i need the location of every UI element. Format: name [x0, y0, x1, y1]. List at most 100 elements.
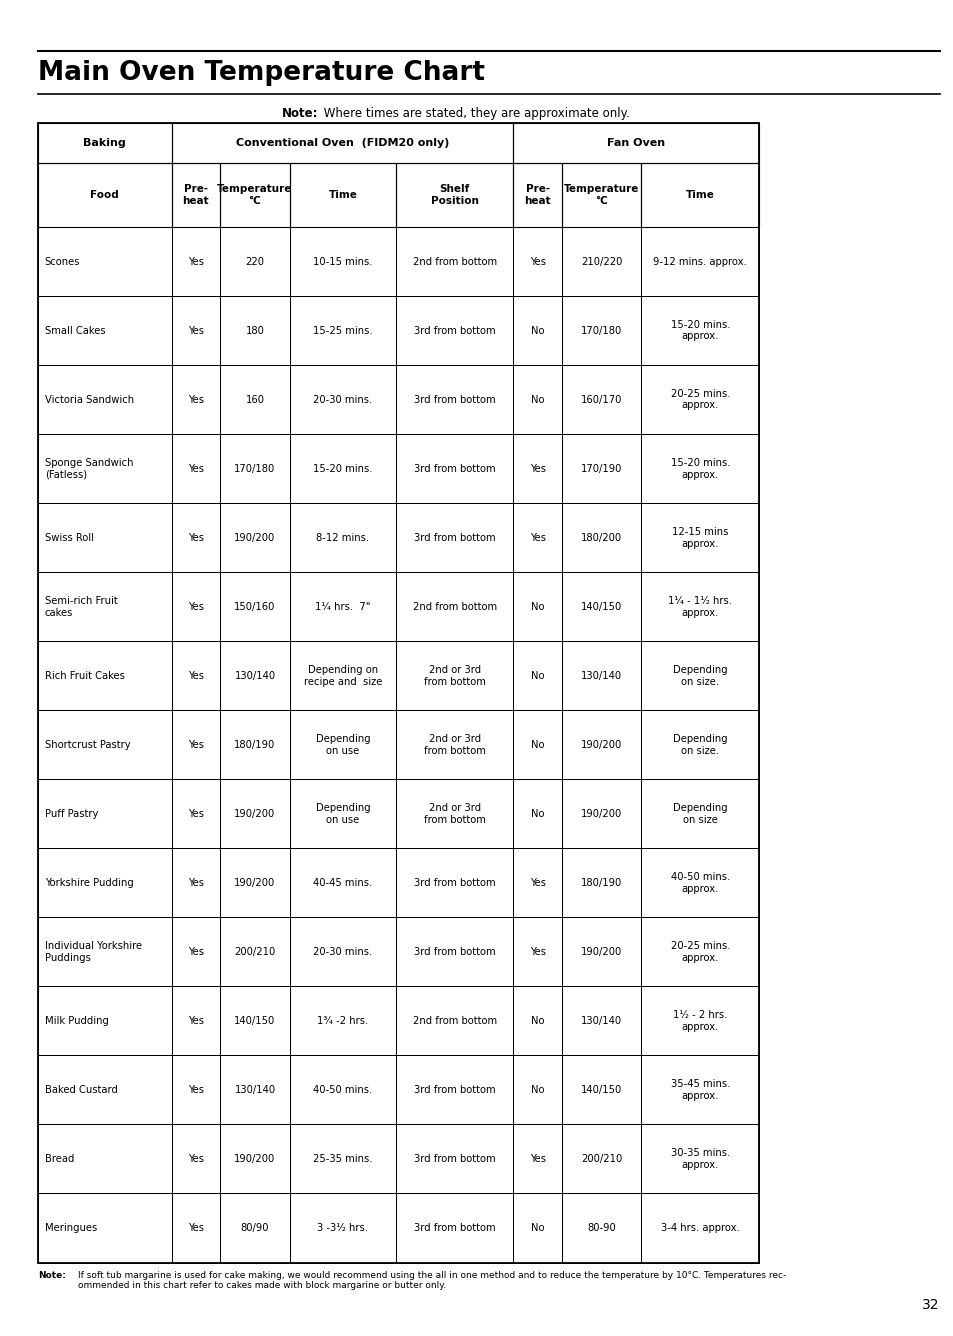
Text: Yes: Yes	[188, 464, 204, 474]
Text: Fan Oven: Fan Oven	[607, 138, 664, 148]
Text: 1¹⁄₂ - 2 hrs.
approx.: 1¹⁄₂ - 2 hrs. approx.	[673, 1010, 727, 1031]
Text: Yes: Yes	[188, 1154, 204, 1164]
Text: Yes: Yes	[188, 1015, 204, 1026]
Text: 32: 32	[922, 1299, 939, 1312]
Text: 20-30 mins.: 20-30 mins.	[313, 947, 372, 957]
Text: Baked Custard: Baked Custard	[45, 1085, 117, 1096]
Text: 140/150: 140/150	[580, 601, 621, 612]
Text: Yorkshire Pudding: Yorkshire Pudding	[45, 878, 133, 888]
Text: 20-30 mins.: 20-30 mins.	[313, 394, 372, 405]
Text: Note:: Note:	[281, 107, 317, 120]
Text: Yes: Yes	[188, 671, 204, 681]
Text: 2nd from bottom: 2nd from bottom	[412, 257, 497, 267]
Text: No: No	[530, 671, 544, 681]
Text: Yes: Yes	[188, 1222, 204, 1233]
Text: 190/200: 190/200	[234, 808, 275, 819]
Text: Depending
on size: Depending on size	[672, 803, 727, 824]
Text: 180/190: 180/190	[580, 878, 621, 888]
Text: Baking: Baking	[84, 138, 126, 148]
Text: Yes: Yes	[188, 878, 204, 888]
Text: 190/200: 190/200	[580, 808, 621, 819]
Text: 1¹⁄₄ - 1¹⁄₂ hrs.
approx.: 1¹⁄₄ - 1¹⁄₂ hrs. approx.	[668, 596, 732, 617]
Text: Where times are stated, they are approximate only.: Where times are stated, they are approxi…	[319, 107, 629, 120]
Text: Meringues: Meringues	[45, 1222, 97, 1233]
Text: Rich Fruit Cakes: Rich Fruit Cakes	[45, 671, 125, 681]
Text: 80/90: 80/90	[240, 1222, 269, 1233]
Text: Yes: Yes	[188, 533, 204, 542]
Text: 40-50 mins.
approx.: 40-50 mins. approx.	[670, 872, 729, 894]
Text: 170/180: 170/180	[580, 326, 621, 335]
Text: Sponge Sandwich
(Fatless): Sponge Sandwich (Fatless)	[45, 458, 133, 480]
Text: 3rd from bottom: 3rd from bottom	[414, 1085, 495, 1096]
Text: Yes: Yes	[529, 947, 545, 957]
Text: Yes: Yes	[188, 740, 204, 749]
Text: 3rd from bottom: 3rd from bottom	[414, 1222, 495, 1233]
Text: 30-35 mins.
approx.: 30-35 mins. approx.	[670, 1148, 729, 1170]
Text: No: No	[530, 1085, 544, 1096]
Text: 15-20 mins.
approx.: 15-20 mins. approx.	[670, 319, 729, 342]
Text: 130/140: 130/140	[234, 1085, 275, 1096]
Text: 160: 160	[245, 394, 264, 405]
Text: Small Cakes: Small Cakes	[45, 326, 106, 335]
Text: 150/160: 150/160	[234, 601, 275, 612]
Text: Swiss Roll: Swiss Roll	[45, 533, 93, 542]
Text: Depending on
recipe and  size: Depending on recipe and size	[303, 665, 381, 687]
Text: 3rd from bottom: 3rd from bottom	[414, 464, 495, 474]
Text: 190/200: 190/200	[234, 533, 275, 542]
Text: 140/150: 140/150	[234, 1015, 275, 1026]
Text: Yes: Yes	[188, 1085, 204, 1096]
Text: 190/200: 190/200	[580, 947, 621, 957]
Text: Depending
on use: Depending on use	[315, 803, 370, 824]
Text: Yes: Yes	[529, 1154, 545, 1164]
Text: 12-15 mins
approx.: 12-15 mins approx.	[672, 526, 728, 549]
Text: 10-15 mins.: 10-15 mins.	[313, 257, 373, 267]
Text: 20-25 mins.
approx.: 20-25 mins. approx.	[670, 389, 729, 410]
Text: Temperature
°C: Temperature °C	[217, 184, 293, 206]
Text: 3rd from bottom: 3rd from bottom	[414, 394, 495, 405]
Text: 3rd from bottom: 3rd from bottom	[414, 533, 495, 542]
Text: Depending
on use: Depending on use	[315, 733, 370, 756]
Text: Scones: Scones	[45, 257, 80, 267]
Text: Yes: Yes	[529, 878, 545, 888]
Text: 2nd or 3rd
from bottom: 2nd or 3rd from bottom	[423, 665, 485, 687]
Text: 2nd from bottom: 2nd from bottom	[412, 1015, 497, 1026]
Text: 3rd from bottom: 3rd from bottom	[414, 947, 495, 957]
Text: Food: Food	[91, 190, 119, 200]
Text: Shelf
Position: Shelf Position	[430, 184, 478, 206]
Text: 3 -3¹⁄₂ hrs.: 3 -3¹⁄₂ hrs.	[317, 1222, 368, 1233]
Text: 3-4 hrs. approx.: 3-4 hrs. approx.	[660, 1222, 739, 1233]
Text: Yes: Yes	[188, 947, 204, 957]
Text: Time: Time	[685, 190, 714, 200]
Text: Puff Pastry: Puff Pastry	[45, 808, 98, 819]
Text: Yes: Yes	[529, 464, 545, 474]
Text: Yes: Yes	[188, 394, 204, 405]
Text: 2nd or 3rd
from bottom: 2nd or 3rd from bottom	[423, 803, 485, 824]
Text: If soft tub margarine is used for cake making, we would recommend using the all : If soft tub margarine is used for cake m…	[78, 1271, 785, 1291]
Text: 190/200: 190/200	[234, 878, 275, 888]
Text: 80-90: 80-90	[587, 1222, 616, 1233]
Text: No: No	[530, 1015, 544, 1026]
Text: Time: Time	[328, 190, 357, 200]
Text: Yes: Yes	[529, 257, 545, 267]
Text: Depending
on size.: Depending on size.	[672, 665, 727, 687]
Text: 8-12 mins.: 8-12 mins.	[316, 533, 369, 542]
Text: Depending
on size.: Depending on size.	[672, 733, 727, 756]
Text: 190/200: 190/200	[580, 740, 621, 749]
Text: No: No	[530, 394, 544, 405]
Text: Victoria Sandwich: Victoria Sandwich	[45, 394, 133, 405]
Text: Individual Yorkshire
Puddings: Individual Yorkshire Puddings	[45, 941, 142, 963]
Text: Conventional Oven  (FIDM20 only): Conventional Oven (FIDM20 only)	[235, 138, 449, 148]
Text: 140/150: 140/150	[580, 1085, 621, 1096]
Text: 220: 220	[245, 257, 264, 267]
Text: 180: 180	[245, 326, 264, 335]
Text: 15-20 mins.
approx.: 15-20 mins. approx.	[670, 458, 729, 480]
Text: Pre-
heat: Pre- heat	[524, 184, 550, 206]
Text: 210/220: 210/220	[580, 257, 621, 267]
Text: Pre-
heat: Pre- heat	[182, 184, 209, 206]
Text: 9-12 mins. approx.: 9-12 mins. approx.	[653, 257, 746, 267]
Text: 170/180: 170/180	[234, 464, 275, 474]
Text: Yes: Yes	[188, 257, 204, 267]
Text: Note:: Note:	[38, 1271, 66, 1280]
Text: 130/140: 130/140	[580, 671, 621, 681]
Text: 180/190: 180/190	[234, 740, 275, 749]
